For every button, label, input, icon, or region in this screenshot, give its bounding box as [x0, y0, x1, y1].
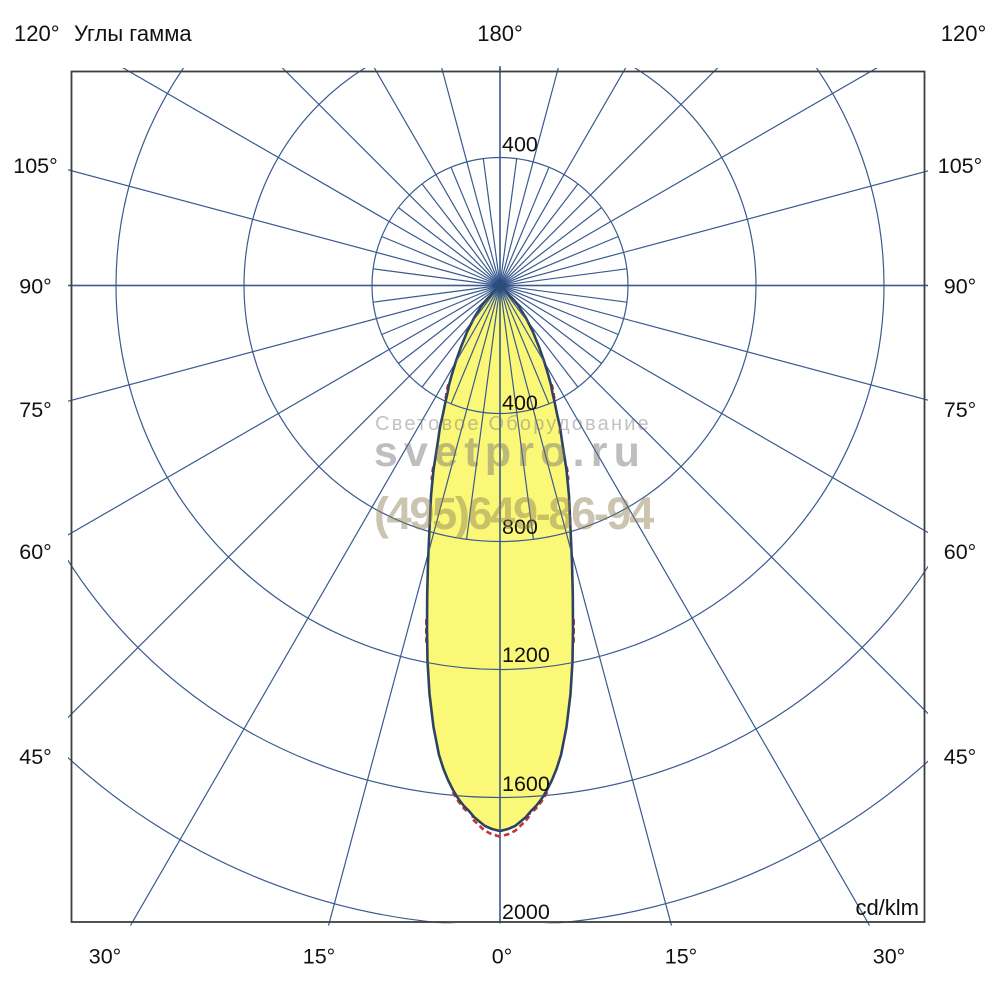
svg-text:15°: 15° [303, 944, 336, 968]
svg-text:60°: 60° [944, 540, 977, 564]
svg-text:(495)649-86-94: (495)649-86-94 [374, 488, 654, 539]
svg-text:30°: 30° [873, 944, 906, 968]
svg-text:75°: 75° [944, 398, 977, 422]
svg-text:15°: 15° [665, 944, 698, 968]
svg-text:90°: 90° [19, 274, 52, 298]
svg-text:45°: 45° [19, 745, 52, 769]
svg-text:Световое Оборудование: Световое Оборудование [375, 413, 651, 435]
svg-text:800: 800 [502, 515, 538, 539]
svg-text:Углы гамма: Углы гамма [74, 21, 192, 46]
svg-text:90°: 90° [944, 274, 977, 298]
svg-text:75°: 75° [19, 398, 52, 422]
svg-text:1200: 1200 [502, 643, 550, 667]
svg-text:2000: 2000 [502, 900, 550, 924]
svg-text:svetpro.ru: svetpro.ru [374, 428, 646, 476]
svg-text:45°: 45° [944, 745, 977, 769]
svg-text:400: 400 [502, 133, 538, 157]
svg-text:1600: 1600 [502, 772, 550, 796]
svg-text:0°: 0° [492, 944, 513, 968]
svg-text:30°: 30° [89, 944, 122, 968]
svg-text:60°: 60° [19, 540, 52, 564]
svg-text:400: 400 [502, 391, 538, 415]
svg-text:180°: 180° [477, 21, 523, 46]
svg-text:105°: 105° [13, 154, 57, 178]
svg-text:cd/klm: cd/klm [855, 895, 919, 920]
svg-text:105°: 105° [938, 154, 982, 178]
svg-text:120°: 120° [14, 21, 60, 46]
svg-text:120°: 120° [941, 21, 987, 46]
